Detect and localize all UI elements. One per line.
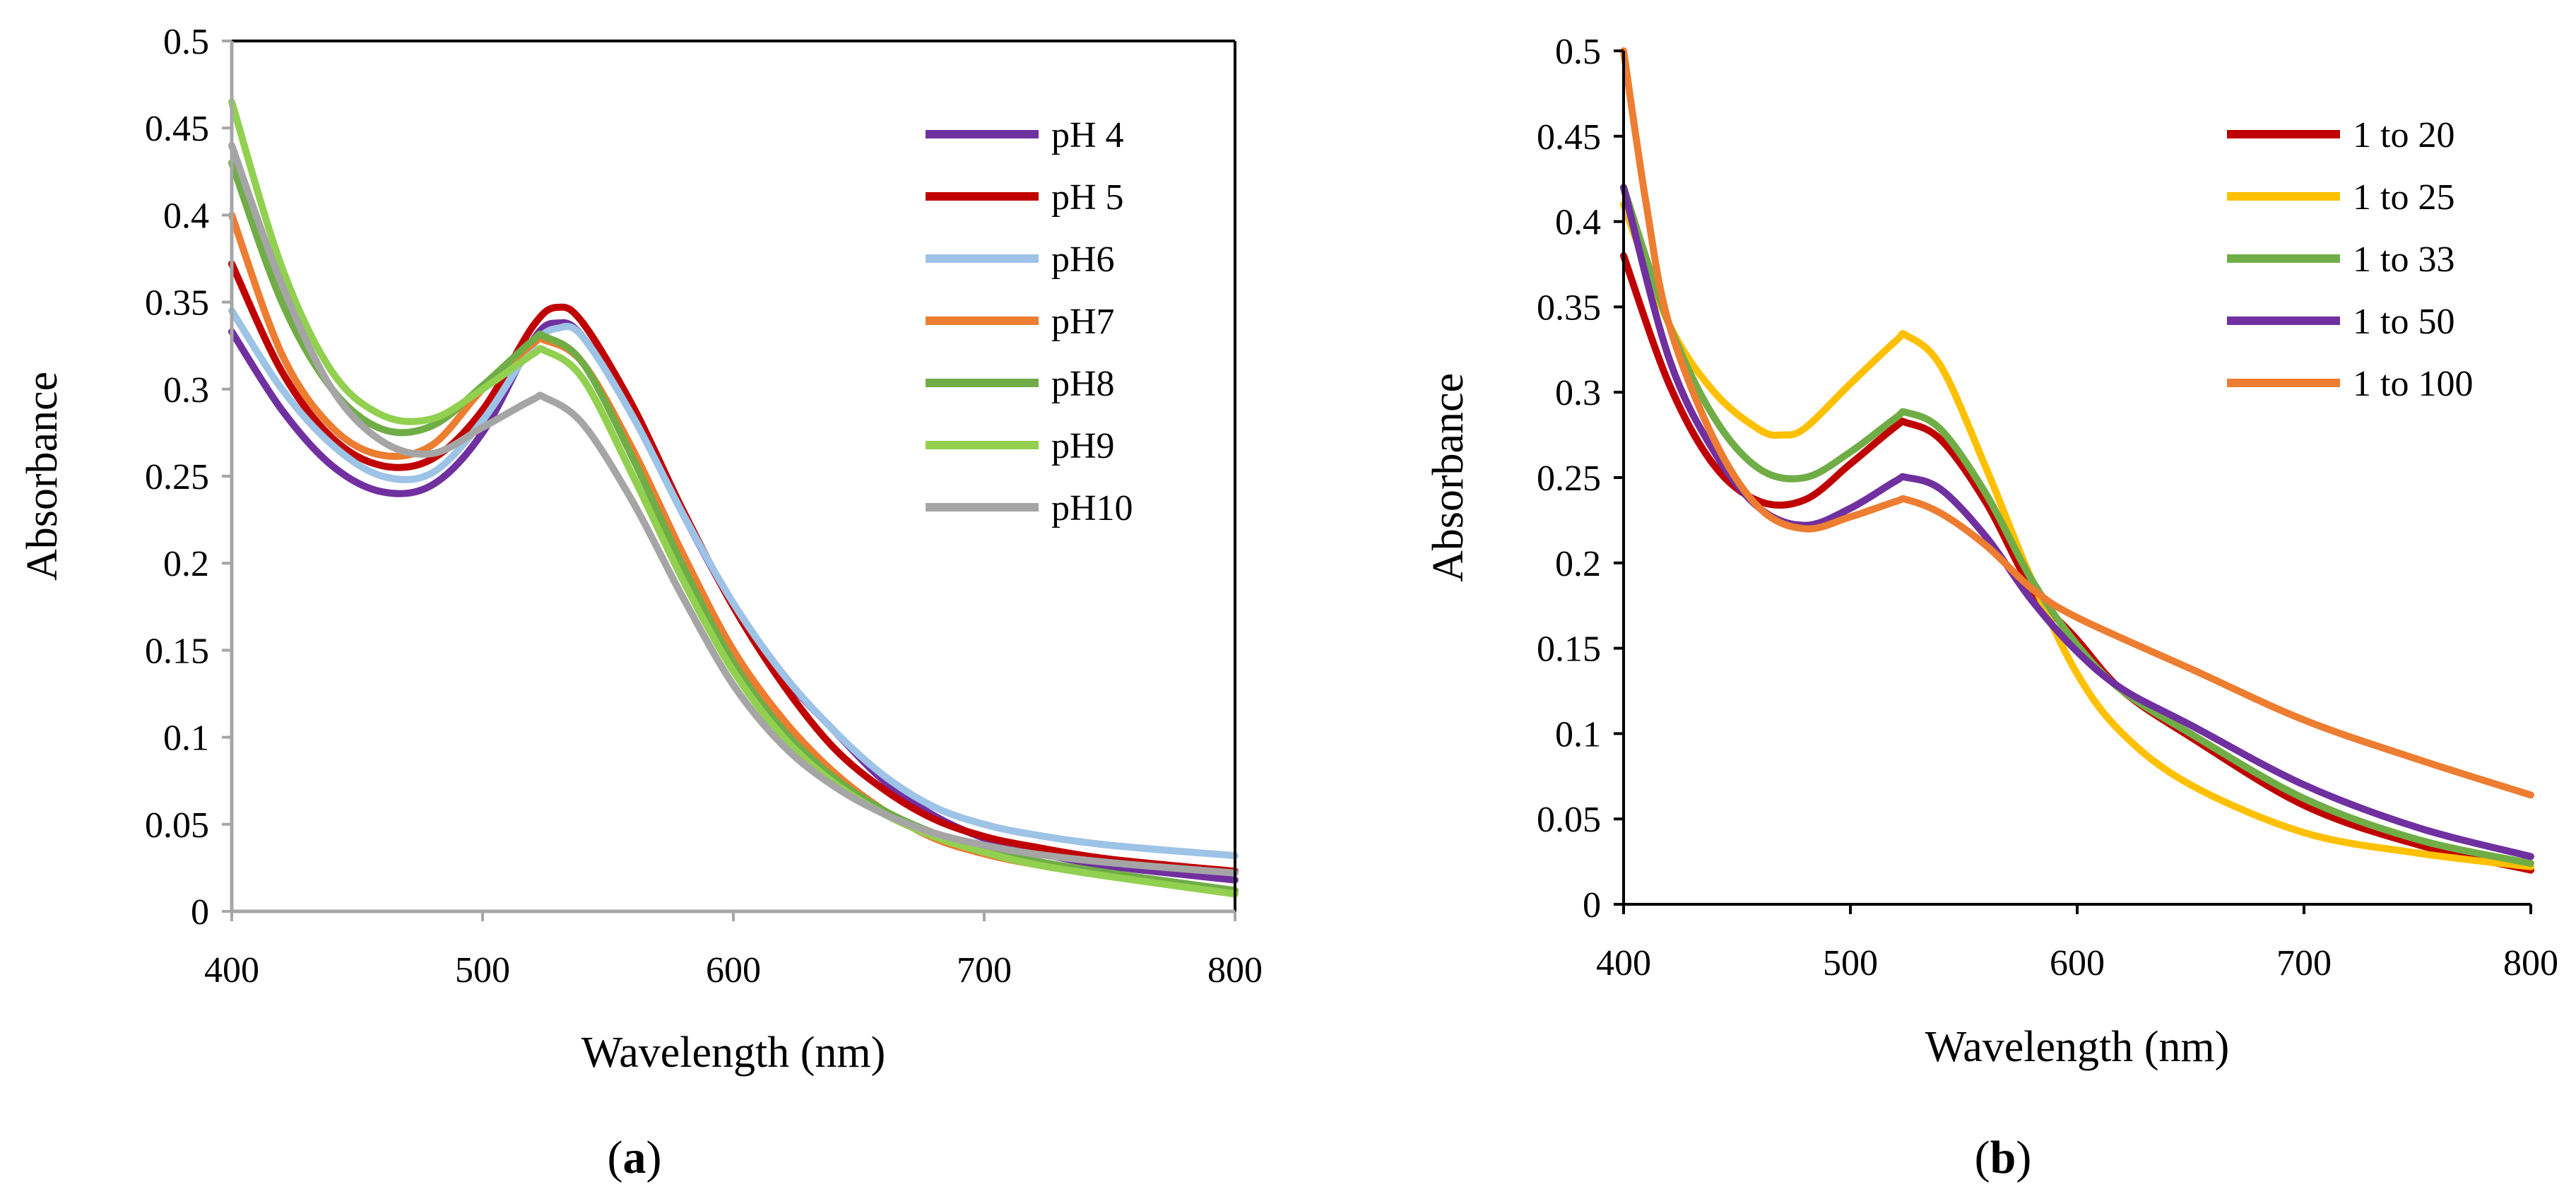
legend-label: pH9 — [1051, 426, 1115, 466]
legend-label: pH 5 — [1051, 177, 1124, 218]
series-line-1-to-20 — [1620, 252, 2534, 874]
y-tick-label: 0.4 — [163, 196, 209, 236]
legend-label: 1 to 20 — [2353, 115, 2454, 155]
x-axis-title: Wavelength (nm) — [581, 1029, 886, 1077]
y-tick-label: 0 — [1583, 885, 1601, 925]
y-axis-title: Absorbance — [1424, 373, 1472, 582]
x-tick-labels: 400 500 600 700 800 — [204, 950, 1263, 990]
legend-label: 1 to 33 — [2353, 239, 2454, 280]
panel-label-a: (a) — [608, 1132, 662, 1183]
y-tick-label: 0.25 — [1537, 458, 1601, 499]
y-tick-marks — [222, 40, 232, 913]
y-tick-label: 0.25 — [145, 457, 209, 497]
y-tick-label: 0.2 — [1555, 544, 1601, 584]
y-tick-label: 0.2 — [163, 544, 209, 584]
x-tick-label: 800 — [1207, 950, 1263, 990]
series-line-1-to-100 — [1620, 47, 2534, 799]
panel-label-b: (b) — [1975, 1132, 2032, 1183]
x-tick-label: 400 — [204, 950, 259, 990]
x-tick-label: 800 — [2503, 943, 2558, 983]
series-line-ph-5 — [228, 260, 1239, 875]
panel-letter-b: b — [1990, 1132, 2016, 1183]
x-tick-label: 500 — [455, 950, 510, 990]
series-line-1-to-25 — [1620, 201, 2534, 870]
y-tick-label: 0.1 — [163, 718, 209, 759]
y-tick-label: 0.15 — [1537, 629, 1601, 670]
x-tick-marks — [230, 911, 1236, 921]
legend: pH 4 pH 5 pH6 pH7 pH8 pH9 pH10 — [926, 115, 1133, 528]
series-group — [1620, 47, 2534, 874]
x-tick-label: 700 — [2276, 943, 2332, 983]
series-line-1-to-50 — [1620, 184, 2534, 860]
y-tick-label: 0.35 — [145, 283, 209, 324]
legend-label: pH7 — [1051, 302, 1115, 342]
x-tick-label: 600 — [706, 950, 761, 990]
y-tick-label: 0.3 — [163, 370, 209, 410]
x-axis-title: Wavelength (nm) — [1925, 1023, 2230, 1071]
y-axis-title: Absorbance — [18, 372, 66, 581]
panel-letter-a: a — [623, 1132, 646, 1183]
panel-b: 0 0.05 0.1 0.15 0.2 0.25 0.3 0.35 0.4 0.45 0.5 400… — [1424, 32, 2558, 1183]
legend-label: pH8 — [1051, 364, 1115, 404]
x-tick-label: 500 — [1823, 943, 1878, 983]
x-tick-label: 400 — [1596, 943, 1651, 983]
y-tick-label: 0.4 — [1555, 203, 1601, 243]
y-tick-label: 0.15 — [145, 631, 209, 671]
legend-label: 1 to 100 — [2353, 364, 2473, 404]
y-tick-label: 0.3 — [1555, 373, 1601, 413]
legend-label: pH10 — [1051, 488, 1133, 528]
legend-label: 1 to 25 — [2353, 177, 2454, 218]
y-tick-label: 0.5 — [1555, 32, 1601, 72]
x-tick-label: 700 — [957, 950, 1012, 990]
x-tick-labels: 400 500 600 700 800 — [1596, 943, 2558, 983]
y-tick-label: 0.1 — [1555, 714, 1601, 755]
legend: 1 to 20 1 to 25 1 to 33 1 to 50 1 to 100 — [2227, 115, 2473, 404]
y-tick-labels: 0 0.05 0.1 0.15 0.2 0.25 0.3 0.35 0.4 0.45 0.5 — [145, 22, 209, 933]
y-tick-labels: 0 0.05 0.1 0.15 0.2 0.25 0.3 0.35 0.4 0.45 0.5 — [1537, 32, 1601, 925]
y-tick-label: 0.5 — [163, 22, 209, 62]
series-line-ph9 — [228, 98, 1239, 898]
legend-label: 1 to 50 — [2353, 302, 2454, 342]
series-line-ph10 — [228, 141, 1239, 877]
series-line-ph6 — [228, 307, 1239, 860]
series-line-1-to-33 — [1620, 184, 2534, 868]
legend-label: pH 4 — [1051, 115, 1124, 155]
y-tick-label: 0.35 — [1537, 288, 1601, 328]
y-tick-marks — [1614, 49, 1624, 906]
series-group — [228, 98, 1239, 898]
y-tick-label: 0.05 — [145, 805, 209, 846]
x-tick-marks — [1622, 904, 2532, 914]
y-tick-label: 0.05 — [1537, 800, 1601, 840]
legend-label: pH6 — [1051, 239, 1115, 280]
panel-a: 0 0.05 0.1 0.15 0.2 0.25 0.3 0.35 0.4 0.45 0.5 400… — [18, 22, 1263, 1183]
y-tick-label: 0.45 — [145, 109, 209, 149]
y-tick-label: 0.45 — [1537, 117, 1601, 158]
x-tick-label: 600 — [2050, 943, 2105, 983]
y-tick-label: 0 — [191, 892, 209, 933]
